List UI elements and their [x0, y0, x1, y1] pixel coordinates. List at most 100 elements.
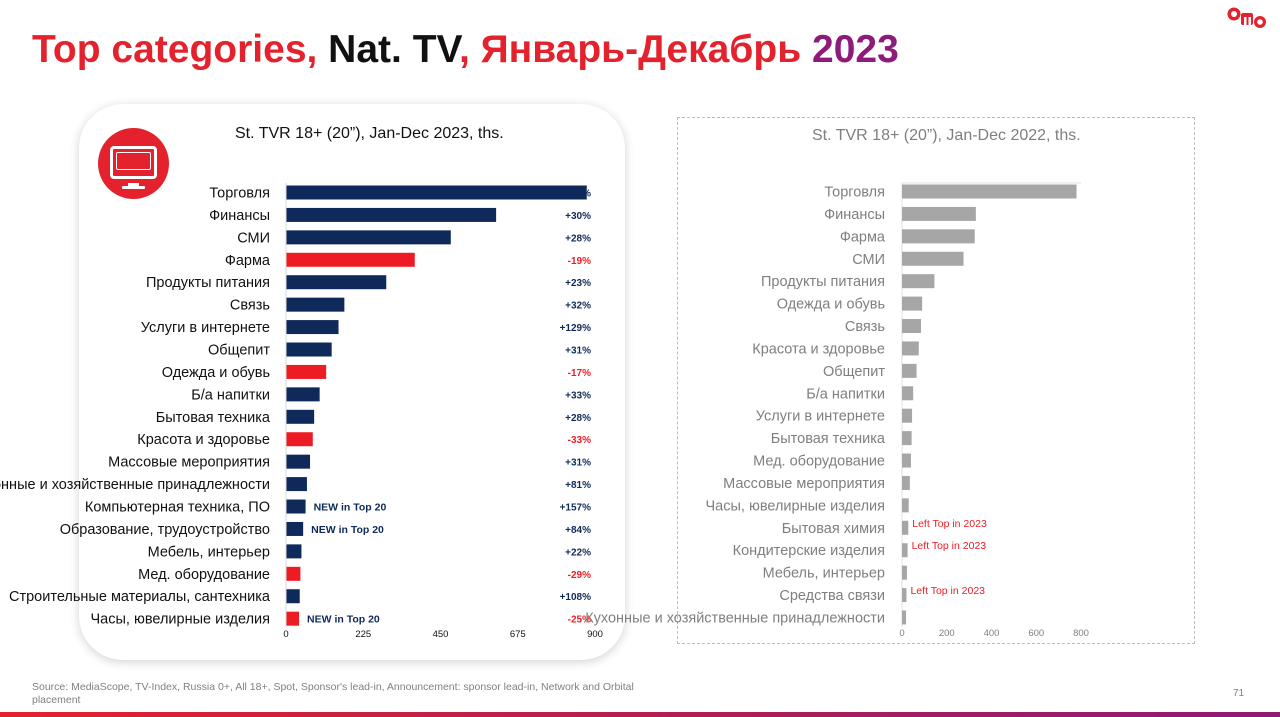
change-label: -29% — [568, 570, 591, 581]
bar-2023 — [286, 477, 307, 492]
bar-2023 — [286, 521, 304, 536]
new-in-top-note: NEW in Top 20 — [314, 502, 387, 514]
change-label: +33% — [565, 390, 591, 401]
left-top-note: Left Top in 2023 — [910, 585, 985, 597]
x-tick-2022: 200 — [939, 628, 955, 639]
category-label-2022: Кондитерские изделия — [733, 543, 885, 559]
bar-2023 — [286, 252, 415, 267]
category-label-2022: Часы, ювелирные изделия — [706, 498, 886, 514]
category-label-2023: Мебель, интерьер — [148, 544, 270, 560]
bar-2022 — [902, 475, 910, 490]
title-part-1: Top categories, — [32, 28, 318, 71]
bar-2023 — [286, 454, 311, 469]
category-label-2023: Услуги в интернете — [141, 320, 270, 336]
category-label-2022: Общепит — [823, 364, 885, 380]
chart-title-2022: St. TVR 18+ (20”), Jan-Dec 2022, ths. — [812, 127, 1081, 144]
left-top-note: Left Top in 2023 — [912, 518, 987, 530]
x-tick-2023: 450 — [433, 629, 449, 640]
category-label-2022: Связь — [845, 319, 885, 335]
change-label: +129% — [560, 323, 592, 334]
x-tick-2022: 400 — [984, 628, 1000, 639]
category-label-2023: Продукты питания — [146, 275, 270, 291]
change-label: +23% — [565, 278, 591, 289]
category-label-2022: Торговля — [824, 185, 885, 201]
category-label-2023: Бытовая техника — [156, 410, 271, 426]
bar-2023 — [286, 611, 300, 626]
change-label: -17% — [568, 368, 591, 379]
change-label: +30% — [565, 211, 591, 222]
bar-2023 — [286, 432, 313, 447]
change-label-partial: 0% — [577, 189, 592, 200]
bar-2023 — [286, 275, 387, 290]
bar-2022 — [902, 453, 911, 468]
change-label: +22% — [565, 547, 591, 558]
new-in-top-note: NEW in Top 20 — [307, 614, 380, 626]
bar-2022 — [902, 520, 909, 535]
bar-2023 — [286, 185, 587, 200]
category-label-2023: Фарма — [225, 253, 271, 269]
source-note: Source: MediaScope, TV-Index, Russia 0+,… — [32, 681, 634, 706]
category-label-2022: Фарма — [840, 229, 886, 245]
category-label-2022: Мебель, интерьер — [763, 566, 885, 582]
category-label-2022: Бытовая техника — [771, 431, 886, 447]
bar-2022 — [902, 251, 964, 266]
change-label: +108% — [560, 592, 592, 603]
title-part-4: 2023 — [801, 28, 899, 71]
category-label-2022: Б/а напитки — [806, 386, 885, 402]
chart-title-2023: St. TVR 18+ (20”), Jan-Dec 2023, ths. — [235, 125, 504, 142]
category-label-2023: Торговля — [209, 186, 270, 202]
bar-2022 — [902, 543, 908, 558]
bar-2022 — [902, 274, 935, 289]
x-tick-2022: 0 — [899, 628, 904, 639]
bar-2023 — [286, 297, 345, 312]
category-label-2023: Финансы — [209, 208, 270, 224]
category-label-2023: СМИ — [237, 230, 270, 246]
bar-2022 — [902, 319, 922, 334]
x-tick-2022: 600 — [1028, 628, 1044, 639]
bar-2022 — [902, 296, 923, 311]
category-label-2022: Финансы — [824, 207, 885, 223]
bar-2022 — [902, 588, 907, 603]
category-label-2022: Красота и здоровье — [752, 341, 885, 357]
tv-icon — [98, 128, 169, 199]
bar-2022 — [902, 386, 914, 401]
bar-2022 — [902, 206, 976, 221]
change-label: +28% — [565, 233, 591, 244]
left-top-note: Left Top in 2023 — [912, 540, 987, 552]
x-tick-2023: 675 — [510, 629, 526, 640]
bar-2023 — [286, 320, 339, 335]
bar-2022 — [902, 341, 919, 356]
bar-2023 — [286, 387, 320, 402]
bar-2022 — [902, 229, 975, 244]
category-label-2022: Мед. оборудование — [753, 454, 885, 470]
x-tick-2023: 900 — [587, 629, 603, 640]
category-label-2023: Красота и здоровье — [137, 432, 270, 448]
change-label: -33% — [568, 435, 591, 446]
category-label-2022: Кухонные и хозяйственные принадлежности — [585, 610, 885, 626]
category-label-2023: Связь — [230, 298, 270, 314]
bar-2023 — [286, 409, 315, 424]
x-tick-2023: 225 — [355, 629, 371, 640]
change-label: -25% — [568, 615, 591, 626]
bar-2023 — [286, 342, 332, 357]
bar-2023 — [286, 230, 451, 245]
chart-card-2022 — [677, 117, 1195, 644]
bar-2023 — [286, 589, 300, 604]
category-label-2022: Средства связи — [779, 588, 885, 604]
bar-2022 — [902, 363, 917, 378]
x-tick-2022: 800 — [1073, 628, 1089, 639]
page-number: 71 — [1233, 688, 1245, 699]
category-label-2023: Общепит — [208, 343, 270, 359]
change-label: +81% — [565, 480, 591, 491]
category-label-2022: Продукты питания — [761, 274, 885, 290]
category-label-2023: Компьютерная техника, ПО — [85, 500, 270, 516]
change-label: +84% — [565, 525, 591, 536]
category-label-2023: Строительные материалы, сантехника — [9, 589, 271, 605]
category-label-2022: Бытовая химия — [782, 521, 885, 537]
bar-2022 — [902, 431, 912, 446]
bar-2023 — [286, 364, 327, 379]
footer-gradient-line — [0, 712, 1280, 717]
bar-2022 — [902, 565, 907, 580]
new-in-top-note: NEW in Top 20 — [311, 524, 384, 536]
